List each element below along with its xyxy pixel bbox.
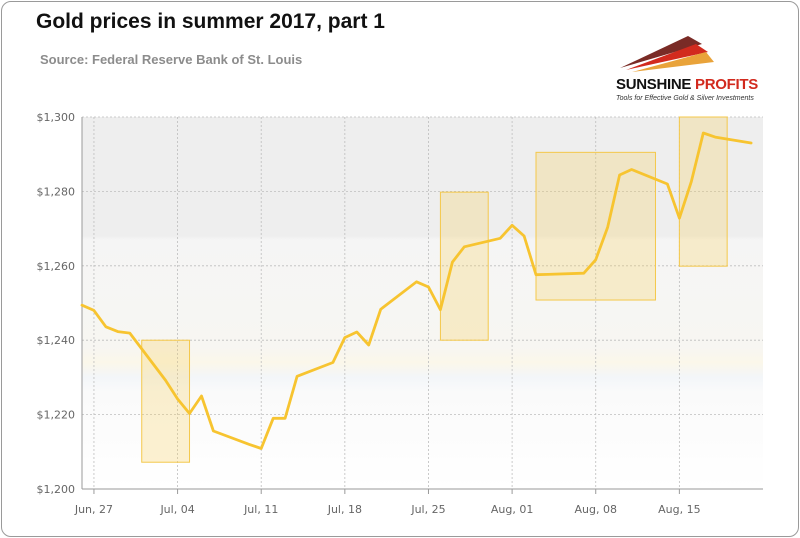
highlight-box [678, 116, 728, 267]
y-tick-label: $1,300 [37, 111, 76, 124]
x-tick-label: Jul, 04 [159, 503, 194, 516]
x-tick-labels: Jun, 27 Jul, 04 Jul, 11 Jul, 18 Jul, 25 Aug, … [74, 503, 701, 516]
y-tick-labels: $1,200 $1,220 $1,240 $1,260 $1,280 $1,300 [37, 111, 76, 496]
logo-ray-gold [632, 52, 714, 72]
plot-area [82, 117, 763, 489]
gold-price-line [80, 131, 753, 450]
y-tick-label: $1,260 [37, 260, 76, 273]
x-tick-label: Jul, 11 [243, 503, 278, 516]
sunshine-profits-logo: SUNSHINE PROFITS Tools for Effective Gol… [610, 24, 790, 108]
x-tick-label: Jun, 27 [74, 503, 113, 516]
chart-source: Source: Federal Reserve Bank of St. Loui… [40, 52, 303, 67]
x-tick-label: Jul, 18 [327, 503, 362, 516]
x-tick-label: Aug, 15 [658, 503, 700, 516]
logo-tagline: Tools for Effective Gold & Silver Invest… [616, 95, 754, 102]
x-tick-label: Jul, 25 [410, 503, 445, 516]
price-line-layer [80, 131, 753, 450]
x-tick-label: Aug, 08 [574, 503, 616, 516]
highlight-box [535, 151, 656, 301]
logo-name: SUNSHINE PROFITS [616, 76, 758, 93]
y-tick-label: $1,240 [37, 334, 76, 347]
chart-title: Gold prices in summer 2017, part 1 [36, 10, 385, 33]
x-tick-label: Aug, 01 [491, 503, 533, 516]
logo-name-part2: PROFITS [695, 76, 758, 93]
highlight-box [439, 191, 489, 341]
y-tick-label: $1,220 [37, 409, 76, 422]
y-tick-label: $1,280 [37, 185, 76, 198]
logo-ray-dark [620, 36, 702, 68]
logo-name-part1: SUNSHINE [616, 76, 692, 93]
axes [81, 117, 763, 494]
gridlines [82, 116, 763, 489]
y-tick-label: $1,200 [37, 483, 76, 496]
logo-ray-red [626, 44, 708, 70]
logo-sun-rays-icon [620, 36, 714, 72]
